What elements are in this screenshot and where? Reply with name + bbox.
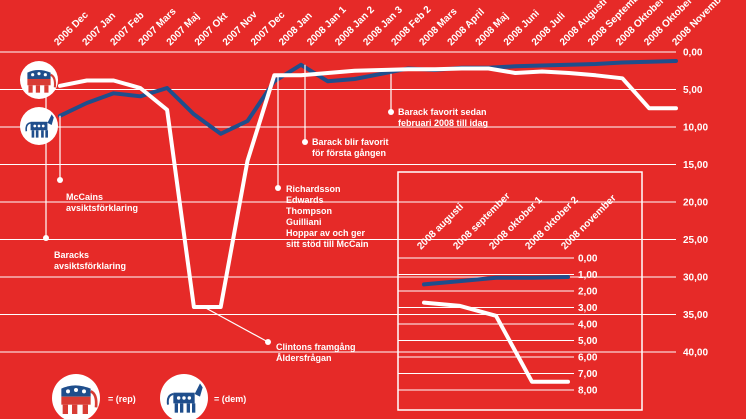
- inset-y-tick-label: 0,00: [578, 254, 598, 265]
- elephant-leg: [82, 404, 88, 414]
- inset-y-tick-label: 2,00: [578, 287, 598, 298]
- donkey-leg: [41, 130, 44, 138]
- donkey-leg: [180, 403, 184, 413]
- star-icon: [31, 73, 35, 77]
- annotation-text-line: Edwards: [286, 195, 324, 205]
- star-icon: [176, 396, 181, 400]
- inset-y-tick-label: 7,00: [578, 369, 598, 380]
- annotation-dot: [43, 235, 49, 241]
- annotation-text-line: Richardsson: [286, 184, 341, 194]
- annotation-text-line: Clintons framgång: [276, 342, 356, 352]
- annotation-text-line: Barack blir favorit: [312, 137, 389, 147]
- inset-y-tick-label: 8,00: [578, 386, 598, 397]
- elephant-trunk: [50, 73, 57, 88]
- party-icons: [20, 61, 58, 145]
- donkey-leg: [45, 130, 48, 138]
- main-series: [58, 59, 678, 309]
- annotation-text-line: Baracks: [54, 250, 89, 260]
- annotation-text-line: för första gången: [312, 148, 386, 158]
- annotation-text-line: avsiktsförklaring: [66, 203, 138, 213]
- elephant-leg: [62, 404, 68, 414]
- y-tick-label: 10,00: [683, 123, 708, 134]
- elephant-leg: [72, 404, 78, 414]
- elephant-body: [27, 78, 51, 86]
- annotation-text-line: sitt stöd till McCain: [286, 239, 369, 249]
- annotation-text-line: Thompson: [286, 206, 332, 216]
- annotation: RichardssonEdwardsThompsonGuillianiHoppa…: [275, 75, 369, 249]
- annotation-text-line: McCains: [66, 192, 103, 202]
- donkey-tail: [166, 393, 174, 405]
- y-tick-label: 0,00: [683, 48, 703, 59]
- star-icon: [43, 73, 47, 77]
- elephant-body: [61, 396, 91, 405]
- star-icon: [182, 396, 186, 400]
- inset-dem-series-line: [422, 300, 570, 384]
- annotation-text-line: avsiktsförklaring: [54, 261, 126, 271]
- star-icon: [74, 388, 78, 392]
- annotation-dot: [57, 177, 63, 183]
- annotation-text-line: februari 2008 till idag: [398, 118, 488, 128]
- annotation-text-line: Hoppar av och ger: [286, 228, 366, 238]
- inset-y-tick-label: 1,00: [578, 270, 598, 281]
- donkey-leg: [186, 403, 190, 413]
- elephant-icon: [52, 374, 100, 419]
- dem-series-line: [58, 66, 678, 309]
- elephant-icon: [20, 61, 58, 99]
- y-tick-label: 25,00: [683, 235, 708, 246]
- y-tick-label: 5,00: [683, 85, 703, 96]
- legend-label-dem: = (dem): [214, 394, 246, 404]
- elephant-trunk: [90, 390, 98, 408]
- donkey-head: [47, 114, 54, 125]
- annotation-leader: [203, 306, 269, 343]
- star-icon: [82, 389, 86, 394]
- legend-item-dem: = (dem): [160, 374, 246, 419]
- star-icon: [66, 389, 70, 394]
- star-icon: [41, 124, 45, 128]
- donkey-leg: [31, 130, 35, 138]
- star-icon: [187, 396, 192, 400]
- y-tick-label: 30,00: [683, 273, 708, 284]
- y-tick-label: 15,00: [683, 160, 708, 171]
- annotation-text-line: Barack favorit sedan: [398, 107, 487, 117]
- star-icon: [37, 72, 41, 76]
- elephant-leg: [35, 85, 41, 93]
- inset-y-tick-label: 3,00: [578, 303, 598, 314]
- elephant-leg: [44, 85, 49, 93]
- annotation-dot: [302, 139, 308, 145]
- star-icon: [37, 124, 41, 128]
- rep-series-line: [58, 59, 678, 136]
- donkey-icon: [20, 107, 58, 145]
- star-icon: [33, 124, 37, 128]
- main-y-tick-labels: 0,00 5,00 10,00 15,00 20,00 25,00 30,00 35,00 40…: [683, 48, 708, 359]
- inset-rep-series-line: [422, 275, 570, 287]
- inset-y-tick-label: 5,00: [578, 336, 598, 347]
- inset-y-tick-label: 6,00: [578, 353, 598, 364]
- donkey-leg: [192, 403, 196, 413]
- legend-label-rep: = (rep): [108, 394, 136, 404]
- donkey-tail: [25, 122, 31, 132]
- legend: = (rep) = (dem): [52, 374, 246, 419]
- annotation-dot: [275, 185, 281, 191]
- donkey-head: [194, 383, 203, 397]
- y-tick-label: 40,00: [683, 348, 708, 359]
- inset-y-tick-label: 4,00: [578, 320, 598, 331]
- legend-item-rep: = (rep): [52, 374, 136, 419]
- donkey-leg: [174, 403, 178, 413]
- elephant-leg: [28, 85, 33, 93]
- donkey-icon: [160, 374, 208, 419]
- main-annotations: McCainsavsiktsförklaringBaracksavsiktsfö…: [43, 64, 488, 363]
- annotation-dot: [388, 109, 394, 115]
- annotation-text-line: Åldersfrågan: [276, 353, 332, 363]
- donkey-leg: [35, 130, 39, 138]
- annotation-dot: [265, 339, 271, 345]
- y-tick-label: 20,00: [683, 198, 708, 209]
- y-tick-label: 35,00: [683, 310, 708, 321]
- annotation-text-line: Guilliani: [286, 217, 322, 227]
